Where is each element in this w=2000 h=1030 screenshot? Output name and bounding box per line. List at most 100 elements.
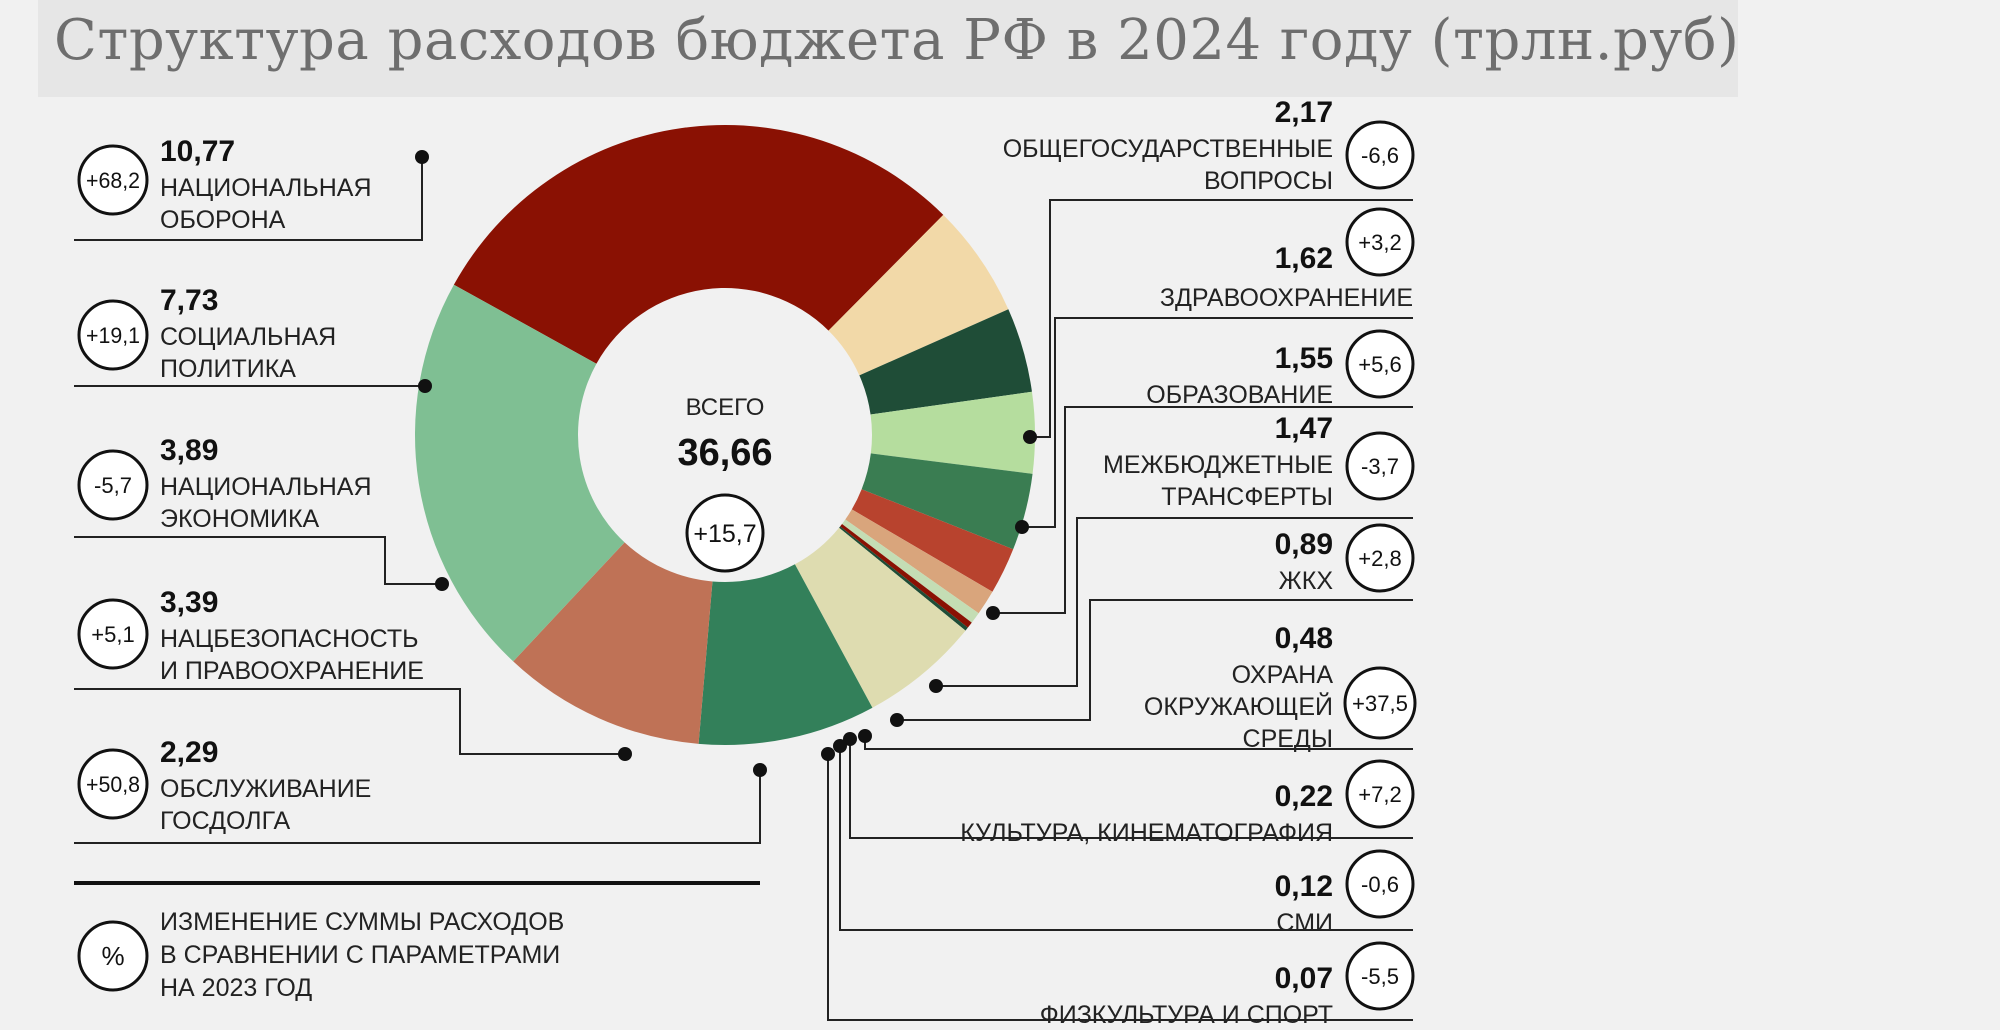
slice-социальная-политика [415,284,625,662]
нацбезопасность-и-правоохранение-anchor-dot [618,747,632,761]
физкультура-и-спорт-anchor-dot [821,747,835,761]
обслуживание-госдолга-label-line: ГОСДОЛГА [160,807,290,835]
образование-label-line: ОБРАЗОВАНИЕ [1146,381,1333,409]
сми-value: 0,12 [1275,870,1333,903]
percent-badge [77,920,149,992]
total-change-badge [685,493,765,573]
title-band [38,0,1738,97]
национальная-оборона-label-line: НАЦИОНАЛЬНАЯ [160,174,372,202]
обслуживание-госдолга-change: +50,8 [86,772,140,797]
нацбезопасность-и-правоохранение-badge [77,598,149,670]
национальная-экономика-badge [77,449,149,521]
percent-symbol: % [101,941,124,971]
label-культура-кинематография: +7,2 0,22 КУЛЬТУРА, КИНЕМАТОГРАФИЯ [843,732,1415,847]
национальная-оборона-leader [74,157,423,241]
национальная-оборона-value: 10,77 [160,135,235,168]
общегосударственные-вопросы-anchor-dot [1023,430,1037,444]
физкультура-и-спорт-change: -5,5 [1361,964,1399,989]
label-физкультура-и-спорт: -5,5 0,07 ФИЗКУЛЬТУРА И СПОРТ [821,747,1415,1029]
физкультура-и-спорт-badge [1345,941,1415,1011]
slice-межбюджетные-трансферты [861,453,1033,550]
legend-note: % ИЗМЕНЕНИЕ СУММЫ РАСХОДОВ В СРАВНЕНИИ С П… [74,881,760,1002]
slice-национальная-оборона [453,125,944,364]
обслуживание-госдолга-label-line: ОБСЛУЖИВАНИЕ [160,775,371,803]
здравоохранение-anchor-dot [1015,520,1029,534]
межбюджетные-трансферты-anchor-dot [929,679,943,693]
обслуживание-госдолга-value: 2,29 [160,736,218,769]
национальная-экономика-value: 3,89 [160,434,218,467]
label-образование: +5,6 1,55 ОБРАЗОВАНИЕ [986,329,1415,620]
социальная-политика-value: 7,73 [160,284,218,317]
национальная-экономика-change: -5,7 [94,473,132,498]
социальная-политика-badge [77,299,149,371]
межбюджетные-трансферты-label-line: ТРАНСФЕРТЫ [1161,483,1333,511]
культура-кинематография-label-line: КУЛЬТУРА, КИНЕМАТОГРАФИЯ [960,819,1333,847]
межбюджетные-трансферты-badge [1345,431,1415,501]
социальная-политика-anchor-dot [418,379,432,393]
сми-label-line: СМИ [1276,909,1333,937]
культура-кинематография-leader [849,739,1413,839]
нацбезопасность-и-правоохранение-leader [74,688,625,755]
slice-национальная-экономика [513,542,713,744]
межбюджетные-трансферты-label-line: МЕЖБЮДЖЕТНЫЕ [1103,451,1333,479]
slice-labels: +68,2 10,77 НАЦИОНАЛЬНАЯ ОБОРОНА -6,6 2,17 ОБЩ… [74,96,1417,1029]
жкх-badge [1345,523,1415,593]
сми-change: -0,6 [1361,872,1399,897]
национальная-экономика-leader [74,536,442,585]
нацбезопасность-и-правоохранение-change: +5,1 [91,622,134,647]
slice-физкультура-и-спорт [839,526,968,631]
общегосударственные-вопросы-value: 2,17 [1275,96,1333,129]
национальная-экономика-label-line: ЭКОНОМИКА [160,505,320,533]
жкх-value: 0,89 [1275,528,1333,561]
legend-note-line: ИЗМЕНЕНИЕ СУММЫ РАСХОДОВ [160,908,564,936]
национальная-оборона-badge [77,144,149,216]
обслуживание-госдолга-anchor-dot [753,763,767,777]
slice-образование [870,391,1036,474]
label-сми: -0,6 0,12 СМИ [833,739,1415,937]
label-общегосударственные-вопросы: -6,6 2,17 ОБЩЕГОСУДАРСТВЕННЫЕ ВОПРОСЫ [1003,96,1415,444]
chart-title: Структура расходов бюджета РФ в 2024 год… [54,8,1740,73]
охрана-окружающей-среды-anchor-dot [858,729,872,743]
total-label: ВСЕГО [686,394,765,421]
нацбезопасность-и-правоохранение-label-line: И ПРАВООХРАНЕНИЕ [160,657,424,685]
физкультура-и-спорт-leader [827,754,1413,1021]
обслуживание-госдолга-badge [77,748,149,820]
национальная-экономика-anchor-dot [435,577,449,591]
здравоохранение-label-line: ЗДРАВООХРАНЕНИЕ [1160,284,1413,312]
культура-кинематография-anchor-dot [843,732,857,746]
межбюджетные-трансферты-leader [936,517,1413,687]
slice-сми [840,523,972,628]
национальная-оборона-change: +68,2 [86,168,140,193]
жкх-change: +2,8 [1358,546,1401,571]
социальная-политика-change: +19,1 [86,323,140,348]
legend-note-line: НА 2023 ГОД [160,974,312,1002]
label-национальная-оборона: +68,2 10,77 НАЦИОНАЛЬНАЯ ОБОРОНА [74,135,429,241]
label-нацбезопасность-и-правоохранение: +5,1 3,39 НАЦБЕЗОПАСНОСТЬ И ПРАВООХРАНЕНИЕ [74,586,632,761]
общегосударственные-вопросы-leader [1030,199,1413,438]
жкх-anchor-dot [890,713,904,727]
slice-культура-кинематография [842,519,979,623]
социальная-политика-label-line: СОЦИАЛЬНАЯ [160,323,336,351]
здравоохранение-value: 1,62 [1275,242,1333,275]
образование-badge [1345,329,1415,399]
slice-жкх [851,489,1014,592]
охрана-окружающей-среды-change: +37,5 [1352,691,1408,716]
total-value: 36,66 [677,432,772,474]
нацбезопасность-и-правоохранение-value: 3,39 [160,586,218,619]
total-change-value: +15,7 [693,520,756,548]
slice-охрана-окружающей-среды [845,509,993,614]
slice-обслуживание-госдолга [794,527,966,708]
охрана-окружающей-среды-badge [1343,666,1417,740]
label-здравоохранение: +3,2 1,62 ЗДРАВООХРАНЕНИЕ [1015,207,1415,534]
legend-note-line: В СРАВНЕНИИ С ПАРАМЕТРАМИ [160,941,560,969]
охрана-окружающей-среды-value: 0,48 [1275,622,1333,655]
межбюджетные-трансферты-value: 1,47 [1275,412,1333,445]
slice-нацбезопасность-и-правоохранение [698,564,873,745]
donut-slices [415,125,1036,745]
здравоохранение-change: +3,2 [1358,230,1401,255]
физкультура-и-спорт-label-line: ФИЗКУЛЬТУРА И СПОРТ [1040,1001,1333,1029]
сми-badge [1345,849,1415,919]
физкультура-и-спорт-value: 0,07 [1275,962,1333,995]
здравоохранение-badge [1345,207,1415,277]
